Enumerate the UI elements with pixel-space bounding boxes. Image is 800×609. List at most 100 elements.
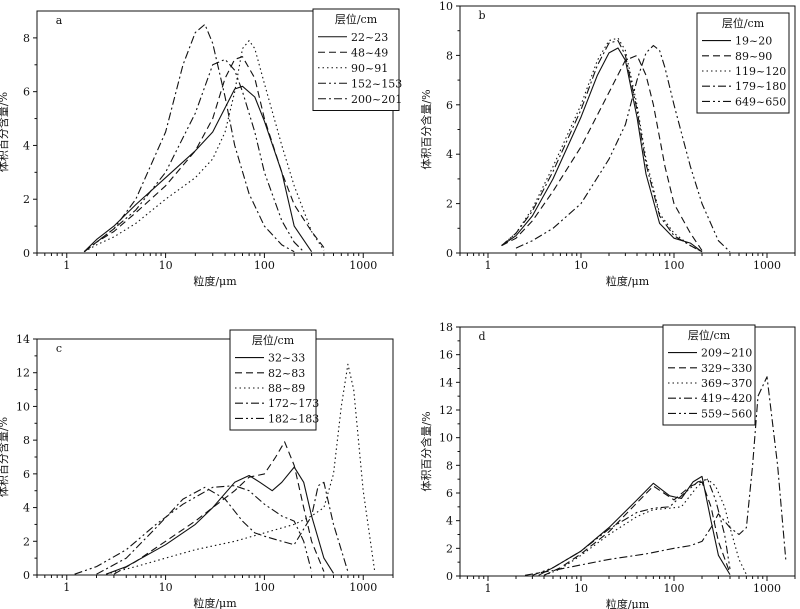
x-tick-label-c: 1000	[349, 581, 377, 594]
x-axis-label-d: 粒度/μm	[606, 597, 650, 609]
legend-entry-c-1: 82~83	[268, 367, 305, 380]
series-line-a-0	[83, 85, 313, 253]
series-line-b-3	[501, 40, 703, 253]
legend-title-c: 层位/cm	[252, 333, 295, 347]
y-tick-label-b: 10	[439, 0, 453, 13]
x-tick-label-a: 1000	[349, 259, 377, 272]
y-tick-label-a: 8	[23, 32, 30, 45]
y-tick-label-b: 0	[446, 247, 453, 260]
series-line-c-3	[96, 481, 349, 575]
y-tick-label-a: 6	[23, 86, 30, 99]
panel-label-d: d	[478, 330, 485, 343]
chart-svg-a: 1 10 100 1000 0 2 4 6 8 粒度/μm 体积百分含量/% a 层位/cm 22~23 4…	[0, 8, 402, 288]
x-tick-label-d: 100	[664, 582, 685, 595]
legend-entry-c-0: 32~33	[268, 352, 305, 365]
legend-entry-d-1: 329~330	[701, 362, 752, 375]
x-tick-label-c: 1	[63, 581, 70, 594]
legend-entry-c-3: 172~173	[268, 397, 319, 410]
y-tick-label-c: 14	[16, 333, 30, 346]
series-line-a-3	[83, 58, 305, 253]
x-tick-label-a: 10	[159, 259, 173, 272]
legend-box-a	[312, 8, 400, 111]
panel-label-a: a	[56, 14, 63, 27]
legend-entry-a-4: 200~201	[351, 93, 402, 106]
chart-panel-d: 1 10 100 1000 0 2 4 6 8 10 12 14 16 18 粒度/μm 体积百分含量/% d 层…	[400, 305, 800, 609]
plot-frame-c	[36, 338, 394, 576]
legend-entry-c-4: 182~183	[268, 412, 319, 425]
y-tick-label-d: 10	[439, 432, 453, 445]
legend-entry-d-2: 369~370	[701, 377, 752, 390]
y-tick-label-a: 2	[23, 193, 30, 206]
legend-box-c	[229, 329, 317, 431]
legend-entry-a-1: 48~49	[351, 46, 388, 59]
chart-panel-c: 1 10 100 1000 0 2 4 6 8 10 12 14 粒度/μm 体积百分含量/% c 层位/cm…	[0, 305, 400, 609]
x-tick-label-b: 1	[484, 259, 491, 272]
y-tick-label-c: 12	[16, 367, 30, 380]
y-tick-label-c: 8	[23, 434, 30, 447]
series-line-d-4	[532, 478, 731, 576]
x-axis-label-c: 粒度/μm	[193, 596, 237, 609]
y-axis-label-c: 体积百分含量/%	[0, 417, 10, 497]
chart-svg-c: 1 10 100 1000 0 2 4 6 8 10 12 14 粒度/μm 体积百分含量/% c 层位/cm…	[0, 329, 394, 609]
chart-svg-d: 1 10 100 1000 0 2 4 6 8 10 12 14 16 18 粒度/μm 体积百分含量/% d 层…	[419, 321, 796, 609]
legend-entry-d-4: 559~560	[701, 407, 752, 420]
legend-box-b	[696, 12, 790, 114]
x-axis-label-a: 粒度/μm	[193, 274, 237, 288]
series-line-c-2	[105, 363, 376, 575]
y-axis-label-d: 体积百分含量/%	[419, 411, 433, 491]
y-tick-label-b: 6	[446, 99, 453, 112]
x-tick-label-d: 1	[484, 582, 491, 595]
legend-entry-b-2: 119~120	[735, 65, 786, 78]
series-line-c-4	[74, 485, 313, 575]
y-tick-label-c: 10	[16, 400, 30, 413]
y-tick-label-c: 2	[23, 535, 30, 548]
y-tick-label-a: 4	[23, 139, 30, 152]
x-tick-label-d: 10	[574, 582, 588, 595]
legend-entry-b-4: 649~650	[735, 95, 786, 108]
y-tick-label-c: 6	[23, 468, 30, 481]
panel-label-b: b	[478, 9, 485, 22]
x-tick-label-d: 1000	[753, 582, 781, 595]
legend-entry-c-2: 88~89	[268, 382, 305, 395]
y-axis-label-a: 体积百分含量/%	[0, 92, 10, 172]
y-tick-label-d: 2	[446, 542, 453, 555]
legend-entry-a-0: 22~23	[351, 31, 388, 44]
legend-entry-b-1: 89~90	[735, 50, 772, 63]
series-line-c-0	[105, 466, 334, 575]
y-tick-label-d: 14	[439, 376, 453, 389]
legend-entry-b-0: 19~20	[735, 35, 772, 48]
x-tick-label-a: 1	[63, 259, 70, 272]
legend-title-a: 层位/cm	[335, 12, 378, 26]
y-tick-label-d: 8	[446, 459, 453, 472]
x-tick-label-b: 100	[664, 259, 685, 272]
legend-entry-a-3: 152~153	[351, 77, 402, 90]
x-tick-label-b: 10	[574, 259, 588, 272]
legend-entry-d-3: 419~420	[701, 392, 752, 405]
series-line-b-4	[515, 44, 731, 253]
y-tick-label-b: 4	[446, 148, 453, 161]
series-line-d-3	[524, 376, 787, 576]
series-line-d-1	[543, 481, 731, 576]
series-line-b-0	[501, 47, 703, 253]
series-line-a-2	[83, 40, 325, 253]
legend-entry-b-3: 179~180	[735, 80, 786, 93]
chart-panel-b: 1 10 100 1000 0 2 4 6 8 10 粒度/μm 体积百分含量/% b 层位/cm 19~2…	[400, 0, 800, 305]
series-line-d-2	[543, 478, 747, 576]
x-axis-label-b: 粒度/μm	[606, 274, 650, 288]
legend-title-b: 层位/cm	[722, 16, 765, 30]
x-tick-label-c: 10	[159, 581, 173, 594]
y-tick-label-d: 4	[446, 515, 453, 528]
series-line-d-0	[538, 475, 731, 576]
legend-entry-a-2: 90~91	[351, 62, 388, 75]
y-tick-label-d: 6	[446, 487, 453, 500]
series-line-c-1	[113, 441, 325, 575]
plot-frame-a	[36, 10, 394, 254]
legend-box-d	[662, 324, 756, 426]
y-tick-label-b: 2	[446, 198, 453, 211]
panel-label-c: c	[56, 342, 62, 355]
series-line-b-1	[501, 54, 703, 251]
y-tick-label-d: 12	[439, 404, 453, 417]
y-tick-label-d: 0	[446, 570, 453, 583]
y-tick-label-a: 0	[23, 247, 30, 260]
y-tick-label-d: 18	[439, 321, 453, 334]
